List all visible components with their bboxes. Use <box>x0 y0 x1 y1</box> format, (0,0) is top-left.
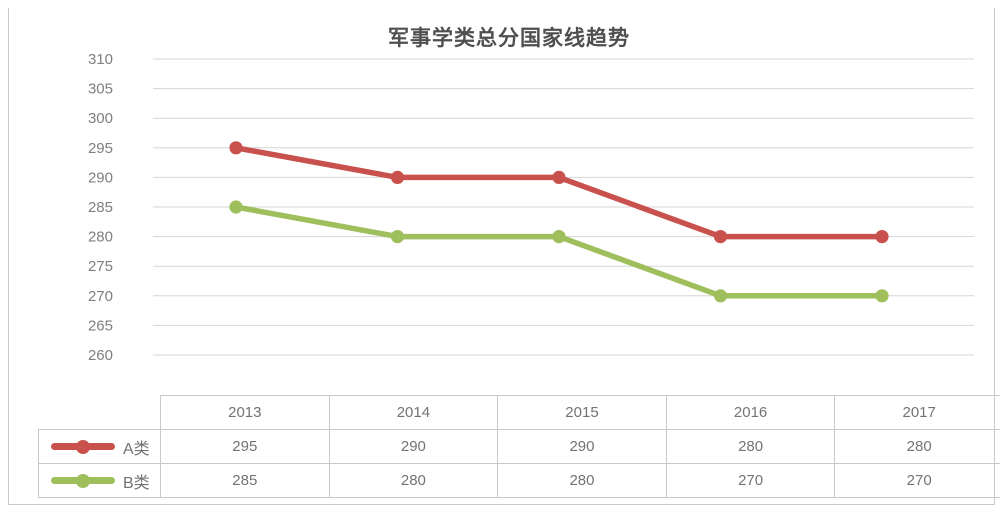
data-point-marker-B类 <box>875 289 889 303</box>
table-header-year: 2017 <box>834 395 1000 430</box>
legend-label: A类 <box>123 440 150 458</box>
y-axis-tick-label: 300 <box>88 110 113 127</box>
data-point-marker-B类 <box>713 289 728 303</box>
table-value-cell: 290 <box>328 429 499 464</box>
y-axis-tick-label: 285 <box>88 199 113 216</box>
y-axis-tick-label: 295 <box>88 140 113 157</box>
y-axis-tick-label: 305 <box>88 81 113 98</box>
y-axis-tick-label: 290 <box>88 169 113 186</box>
chart-data-table: 2013 2014 2015 2016 2017 A类 295 290 290 280 280 B类 2… <box>38 395 1000 498</box>
series-line-B类 <box>233 204 885 299</box>
data-point-marker-A类 <box>390 170 405 184</box>
legend-line-marker-icon <box>51 473 115 488</box>
y-axis-tick-label: 310 <box>88 51 113 68</box>
table-value-cell: 295 <box>160 429 330 464</box>
legend-cell: A类 <box>38 429 161 464</box>
table-header-year: 2013 <box>160 395 330 430</box>
legend-dot-icon <box>76 439 90 454</box>
legend-dot-icon <box>76 473 90 488</box>
chart-data-table-body: 2013 2014 2015 2016 2017 A类 295 290 290 280 280 B类 2… <box>38 395 1000 498</box>
y-axis-tick-label: 270 <box>88 288 113 305</box>
table-value-cell: 280 <box>497 463 667 498</box>
data-point-marker-B类 <box>390 230 405 244</box>
y-axis-tick-label: 265 <box>88 317 113 334</box>
legend-line-marker-icon <box>51 439 115 454</box>
table-value-cell: 280 <box>328 463 499 498</box>
legend-label: B类 <box>123 474 150 492</box>
data-point-marker-A类 <box>713 230 728 244</box>
table-header-year: 2014 <box>328 395 499 430</box>
table-value-cell: 280 <box>665 429 836 464</box>
table-corner-cell <box>38 395 161 430</box>
data-point-marker-A类 <box>229 141 243 155</box>
legend-cell: B类 <box>38 463 161 498</box>
table-row-B类: B类 285 280 280 270 270 <box>38 463 1000 498</box>
legend-entry: B类 <box>39 469 160 493</box>
data-point-marker-B类 <box>552 230 566 244</box>
table-header-row: 2013 2014 2015 2016 2017 <box>38 395 1000 430</box>
table-value-cell: 270 <box>665 463 836 498</box>
table-row-A类: A类 295 290 290 280 280 <box>38 429 1000 464</box>
table-header-year: 2016 <box>665 395 836 430</box>
table-value-cell: 280 <box>834 429 1000 464</box>
data-point-marker-B类 <box>229 200 243 214</box>
chart-title: 军事学类总分国家线趋势 <box>388 27 630 50</box>
data-point-marker-A类 <box>875 230 889 244</box>
y-axis-tick-label: 260 <box>88 347 113 364</box>
y-axis-tick-label: 275 <box>88 258 113 275</box>
chart-panel: 军事学类总分国家线趋势 310 305 300 295 290 285 280 275 270 2… <box>8 8 1000 505</box>
y-axis-tick-label: 280 <box>88 229 113 246</box>
table-value-cell: 270 <box>834 463 1000 498</box>
line-chart-plot: 310 305 300 295 290 285 280 275 270 265 260 <box>88 51 974 364</box>
table-header-year: 2015 <box>497 395 667 430</box>
table-value-cell: 285 <box>160 463 330 498</box>
table-value-cell: 290 <box>497 429 667 464</box>
data-point-marker-A类 <box>552 170 566 184</box>
legend-entry: A类 <box>39 435 160 459</box>
